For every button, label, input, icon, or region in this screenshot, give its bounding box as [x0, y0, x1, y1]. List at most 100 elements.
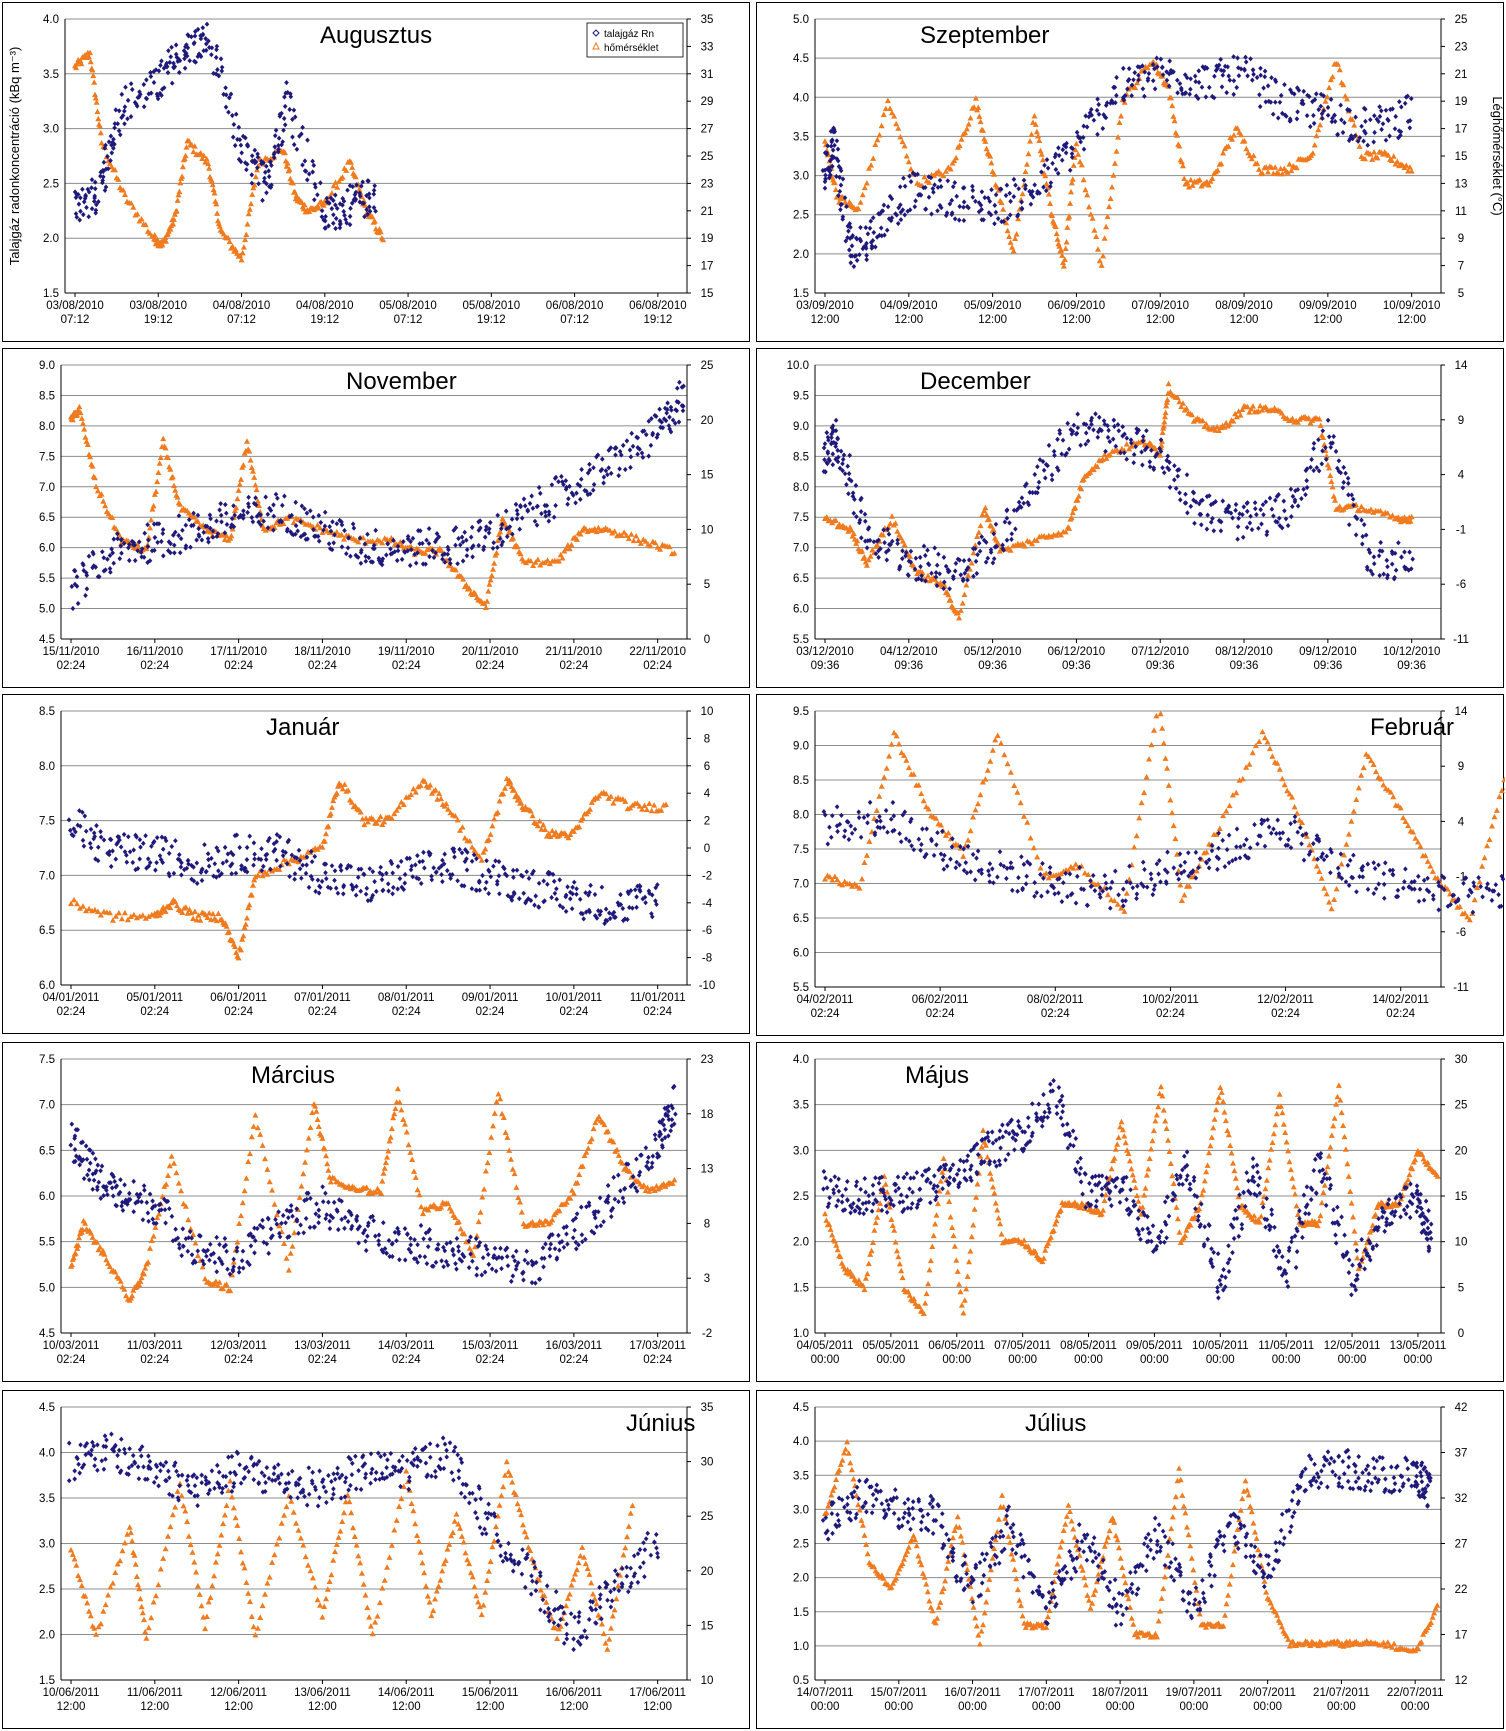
radon-point	[1112, 423, 1117, 429]
temp-point	[97, 129, 104, 136]
radon-point	[269, 182, 274, 188]
radon-point	[1273, 79, 1279, 85]
chart-title: December	[920, 368, 1031, 395]
radon-point	[488, 519, 493, 526]
radon-point	[346, 535, 352, 541]
radon-point	[1332, 112, 1337, 118]
radon-point	[100, 168, 106, 175]
radon-point	[358, 888, 363, 894]
radon-point	[263, 856, 269, 863]
temp-point	[1170, 822, 1177, 829]
radon-point	[267, 505, 272, 511]
radon-point	[364, 207, 369, 213]
radon-point	[121, 831, 127, 838]
radon-point	[291, 142, 297, 148]
temp-point	[1104, 891, 1111, 898]
radon-point	[1250, 77, 1255, 83]
radon-point	[1083, 441, 1088, 447]
temp-point	[301, 201, 308, 208]
radon-point	[93, 186, 98, 192]
temp-point	[967, 115, 974, 121]
temp-point	[120, 187, 127, 193]
radon-point	[117, 556, 123, 562]
radon-point	[1032, 893, 1037, 899]
radon-point	[86, 553, 92, 559]
temp-point	[90, 72, 97, 79]
radon-point	[218, 501, 223, 507]
radon-point	[1144, 428, 1149, 434]
temp-point	[1320, 434, 1327, 440]
x-tick-label: 02:24	[392, 1006, 421, 1018]
temp-point	[1272, 164, 1279, 170]
temp-point	[1013, 231, 1020, 237]
radon-point	[1396, 540, 1401, 546]
temp-point	[634, 800, 641, 806]
radon-point	[606, 447, 612, 453]
temp-point	[652, 539, 659, 546]
radon-point	[1271, 513, 1276, 519]
radon-point	[1311, 120, 1317, 126]
radon-point	[503, 508, 509, 514]
radon-point	[1407, 125, 1413, 131]
temp-point	[1327, 472, 1334, 478]
radon-point	[833, 440, 839, 447]
x-tick-label: 04/02/2011	[797, 994, 854, 1006]
radon-point	[961, 558, 967, 564]
radon-point	[273, 127, 279, 133]
radon-point	[250, 158, 255, 164]
radon-point	[830, 462, 836, 468]
temp-point	[1075, 151, 1082, 157]
temp-point	[863, 180, 870, 186]
temp-point	[1427, 863, 1434, 869]
radon-point	[898, 839, 904, 845]
temp-point	[1162, 409, 1169, 416]
radon-point	[103, 184, 109, 190]
radon-point	[1247, 520, 1253, 526]
radon-point	[289, 531, 295, 537]
temp-point	[1189, 182, 1196, 188]
radon-point	[456, 535, 461, 542]
radon-point	[1328, 96, 1334, 102]
temp-point	[127, 913, 134, 919]
radon-point	[922, 854, 927, 860]
radon-point	[1376, 118, 1381, 125]
radon-point	[260, 197, 265, 203]
radon-point	[276, 135, 282, 141]
radon-point	[579, 466, 584, 473]
temp-point	[1379, 510, 1386, 517]
temp-point	[889, 513, 895, 519]
radon-point	[255, 165, 260, 171]
temp-point	[1035, 133, 1042, 139]
radon-point	[850, 490, 856, 496]
radon-point	[627, 904, 632, 911]
radon-point	[480, 872, 485, 879]
radon-point	[342, 527, 347, 534]
temp-point	[1400, 814, 1407, 821]
radon-point	[913, 198, 918, 204]
temp-point	[220, 531, 227, 537]
radon-point	[1125, 86, 1130, 92]
x-tick-label: 12:00	[1062, 314, 1091, 326]
radon-point	[404, 855, 410, 862]
y-tick-label: 8.5	[39, 706, 55, 718]
radon-point	[890, 828, 895, 834]
temp-point	[1371, 149, 1377, 155]
temp-point	[831, 179, 838, 186]
chart-title: Szeptember	[920, 22, 1049, 49]
radon-point	[1055, 170, 1061, 176]
temp-point	[240, 244, 247, 250]
radon-point	[937, 177, 943, 183]
temp-point	[878, 783, 885, 789]
temp-point	[832, 186, 839, 192]
radon-point	[975, 552, 980, 558]
temp-point	[1032, 121, 1039, 127]
temp-point	[1503, 787, 1505, 791]
temp-point	[1089, 215, 1096, 221]
temp-point	[248, 464, 255, 470]
radon-point	[991, 531, 997, 537]
radon-point	[649, 892, 655, 898]
radon-point	[103, 142, 108, 148]
radon-point	[160, 846, 166, 852]
temp-point	[92, 95, 99, 101]
temp-point	[1493, 807, 1500, 813]
